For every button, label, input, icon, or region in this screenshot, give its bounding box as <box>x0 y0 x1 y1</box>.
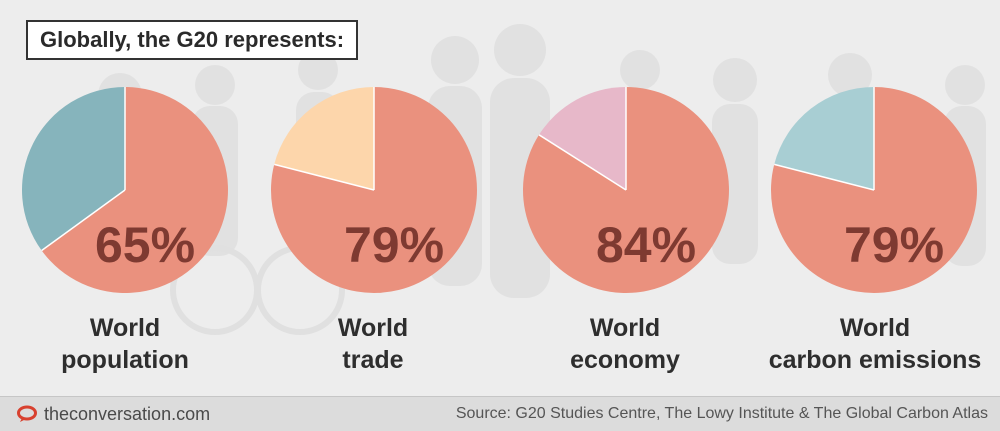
brand[interactable]: theconversation.com <box>16 404 210 425</box>
pie-slice-g20 <box>41 87 228 294</box>
pie-value-label: 79% <box>344 217 444 273</box>
pie-separator <box>41 189 126 252</box>
pie-chart-1: 65% <box>22 87 228 294</box>
pie-separator <box>774 163 875 191</box>
pie-slice-rest <box>274 87 374 190</box>
pie-label-line: carbon emissions <box>768 346 982 374</box>
pie-slice-rest <box>22 87 126 251</box>
pie-label-line: population <box>61 346 189 374</box>
footer: theconversation.com Source: G20 Studies … <box>0 396 1000 431</box>
chart-title: Globally, the G20 represents: <box>26 20 359 60</box>
source-note: Source: G20 Studies Centre, The Lowy Ins… <box>455 405 988 422</box>
pie-label-line: World <box>337 314 409 342</box>
pie-label-1: World population <box>0 312 250 376</box>
pie-value-label: 65% <box>95 217 195 273</box>
pie-label-line: economy <box>570 346 680 374</box>
pie-label-line: World <box>589 314 661 342</box>
pie-chart-3: 84% <box>523 87 729 293</box>
pie-label-2: World trade <box>248 312 498 376</box>
pie-slice-rest <box>539 87 626 190</box>
brand-text: theconversation.com <box>44 403 211 424</box>
pie-label-line: trade <box>342 346 404 374</box>
pie-label-line: World <box>89 314 161 342</box>
pie-value-label: 84% <box>596 217 696 273</box>
pie-label-line: World <box>839 314 911 342</box>
speech-bubble-icon <box>17 405 37 422</box>
pie-separator <box>274 163 375 191</box>
pie-label-3: World economy <box>500 312 750 376</box>
pie-chart-2: 79% <box>271 87 477 294</box>
pie-slice-rest <box>774 87 874 190</box>
pie-value-label: 79% <box>844 217 944 273</box>
pie-slice-g20 <box>271 87 477 294</box>
pie-separator <box>538 134 627 191</box>
pie-charts: 65% 79% 84% 79% <box>22 87 978 294</box>
pie-label-4: World carbon emissions <box>750 312 1000 376</box>
pie-chart-4: 79% <box>771 87 978 293</box>
